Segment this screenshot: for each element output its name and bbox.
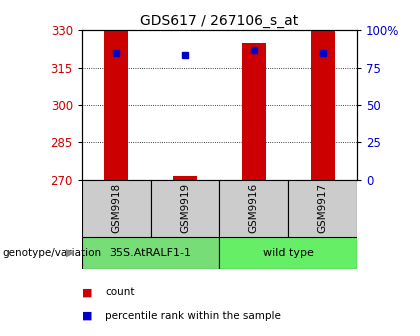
Text: ■: ■ <box>82 287 92 297</box>
Bar <box>82 180 151 237</box>
Text: GSM9916: GSM9916 <box>249 183 259 234</box>
Bar <box>310 30 335 180</box>
Text: GSM9918: GSM9918 <box>111 183 121 234</box>
Bar <box>288 180 357 237</box>
Bar <box>82 237 220 269</box>
Bar <box>151 180 220 237</box>
Bar <box>242 43 266 180</box>
Text: 35S.AtRALF1-1: 35S.AtRALF1-1 <box>110 248 192 258</box>
Bar <box>104 30 129 180</box>
Bar <box>173 176 197 180</box>
Bar <box>220 180 288 237</box>
Text: wild type: wild type <box>263 248 314 258</box>
Text: genotype/variation: genotype/variation <box>2 248 101 258</box>
Text: ■: ■ <box>82 311 92 321</box>
Text: count: count <box>105 287 134 297</box>
Text: GSM9917: GSM9917 <box>318 183 328 234</box>
Title: GDS617 / 267106_s_at: GDS617 / 267106_s_at <box>140 14 299 28</box>
Text: percentile rank within the sample: percentile rank within the sample <box>105 311 281 321</box>
Text: GSM9919: GSM9919 <box>180 183 190 234</box>
Text: ▶: ▶ <box>66 248 75 258</box>
Bar <box>220 237 357 269</box>
